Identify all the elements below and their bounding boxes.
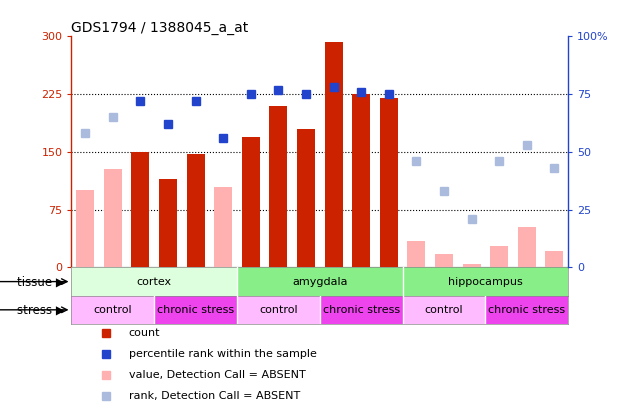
Text: chronic stress: chronic stress: [157, 305, 234, 315]
Bar: [270, 106, 288, 267]
Bar: [407, 241, 425, 267]
Text: value, Detection Call = ABSENT: value, Detection Call = ABSENT: [129, 370, 306, 380]
Bar: [486, 296, 568, 324]
Text: cortex: cortex: [137, 277, 172, 287]
Bar: [71, 267, 237, 296]
Bar: [187, 153, 204, 267]
Text: control: control: [425, 305, 463, 315]
Text: percentile rank within the sample: percentile rank within the sample: [129, 349, 317, 359]
Bar: [76, 190, 94, 267]
Text: amygdala: amygdala: [292, 277, 348, 287]
Text: hippocampus: hippocampus: [448, 277, 523, 287]
Bar: [214, 187, 232, 267]
Text: GDS1794 / 1388045_a_at: GDS1794 / 1388045_a_at: [71, 21, 248, 35]
Bar: [154, 296, 237, 324]
Bar: [402, 267, 568, 296]
Text: chronic stress: chronic stress: [488, 305, 565, 315]
Bar: [237, 296, 320, 324]
Bar: [352, 94, 370, 267]
Bar: [71, 296, 154, 324]
Text: control: control: [94, 305, 132, 315]
Bar: [320, 296, 402, 324]
Bar: [490, 246, 508, 267]
Bar: [545, 251, 563, 267]
Bar: [132, 152, 150, 267]
Text: count: count: [129, 328, 160, 338]
Bar: [325, 42, 343, 267]
Bar: [237, 267, 402, 296]
Bar: [463, 264, 481, 267]
Bar: [297, 129, 315, 267]
Text: chronic stress: chronic stress: [323, 305, 400, 315]
Text: control: control: [259, 305, 297, 315]
Text: tissue ▶: tissue ▶: [17, 275, 65, 288]
Bar: [104, 169, 122, 267]
Bar: [402, 296, 486, 324]
Text: rank, Detection Call = ABSENT: rank, Detection Call = ABSENT: [129, 390, 300, 401]
Bar: [159, 179, 177, 267]
Bar: [242, 136, 260, 267]
Bar: [380, 98, 398, 267]
Text: stress ▶: stress ▶: [17, 303, 65, 316]
Bar: [435, 254, 453, 267]
Bar: [518, 228, 536, 267]
